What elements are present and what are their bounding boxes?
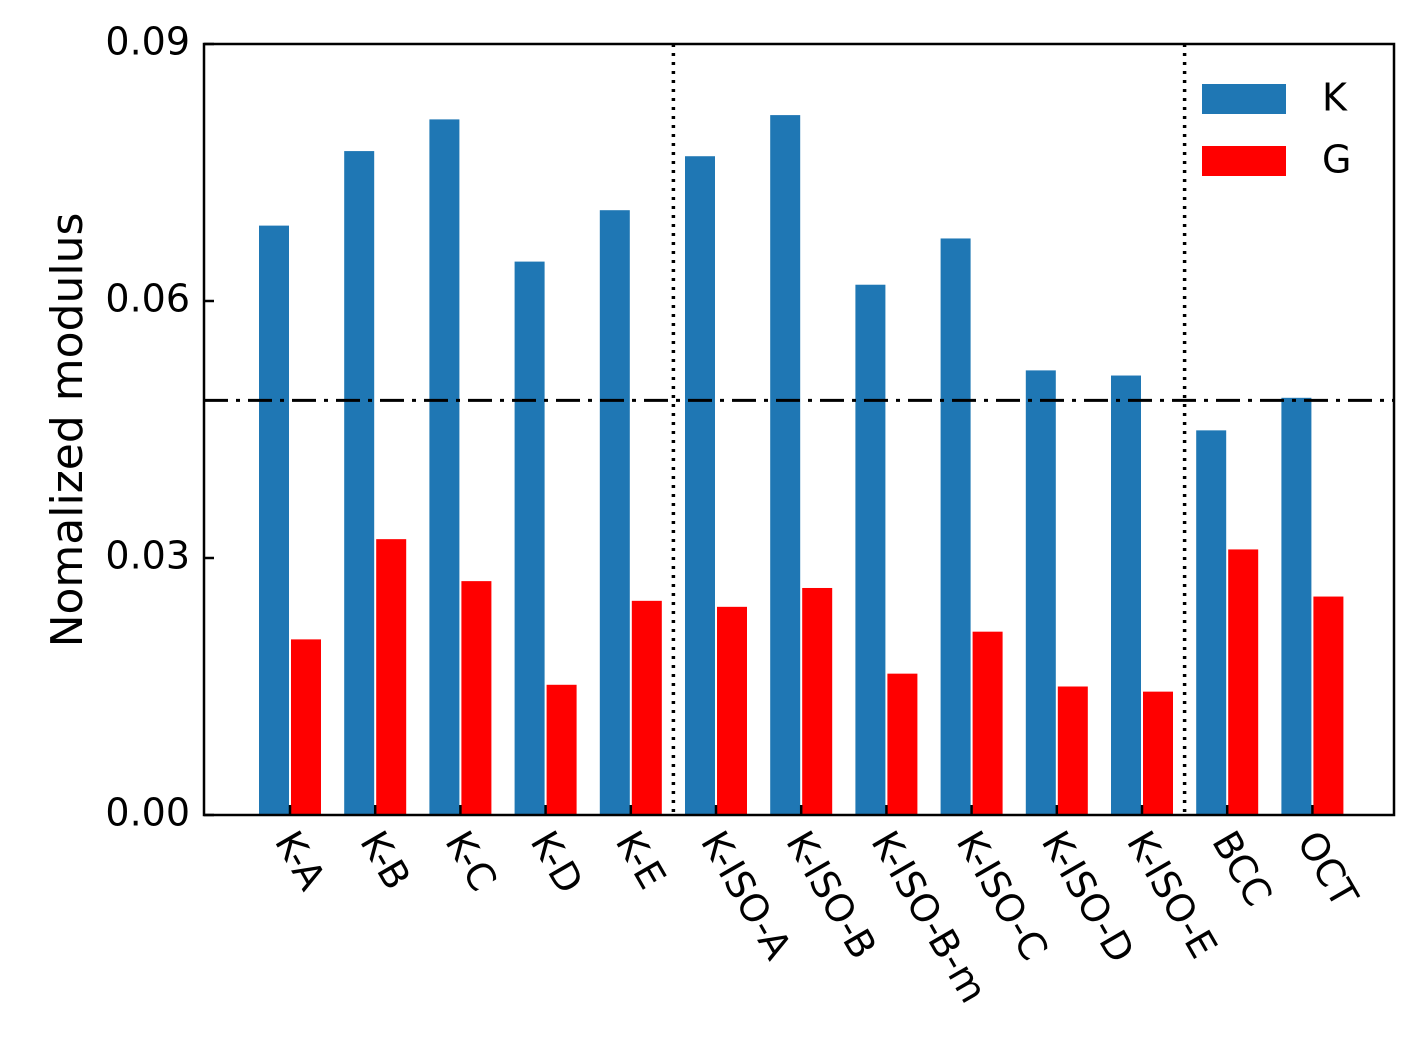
bar-G-K-C bbox=[461, 581, 492, 815]
bar-K-K-D bbox=[514, 261, 545, 815]
bar-K-K-B bbox=[344, 151, 375, 816]
y-tick-label: 0.00 bbox=[105, 791, 190, 835]
bar-K-K-ISO-A bbox=[685, 156, 715, 815]
x-axis: K-A K-B K-C K-D K-E K-ISO-AK-ISO-BK-ISO-B-mK-… bbox=[266, 805, 1367, 1010]
legend-swatch-K bbox=[1202, 84, 1286, 114]
bar-K-K-ISO-B bbox=[770, 115, 801, 815]
bar-K-BCC bbox=[1196, 430, 1227, 815]
x-tick-label: K-C bbox=[437, 824, 506, 899]
bar-G-K-ISO-B-m bbox=[887, 673, 918, 815]
legend-label-K: K bbox=[1322, 76, 1348, 120]
bar-G-BCC bbox=[1228, 549, 1259, 815]
x-tick-label: K-B bbox=[351, 824, 419, 897]
bar-G-OCT bbox=[1313, 596, 1344, 815]
x-tick-label: BCC bbox=[1203, 824, 1280, 914]
plot-area bbox=[204, 44, 1394, 816]
bar-G-K-A bbox=[291, 639, 321, 815]
bar-K-OCT bbox=[1281, 397, 1312, 815]
x-tick-label: K-D bbox=[522, 824, 592, 901]
y-tick-label: 0.09 bbox=[105, 20, 190, 64]
bar-K-K-E bbox=[599, 210, 630, 815]
legend-label-G: G bbox=[1322, 138, 1351, 182]
bar-K-K-ISO-B-m bbox=[855, 284, 886, 815]
bar-K-K-ISO-D bbox=[1025, 370, 1056, 815]
bar-G-K-ISO-B bbox=[802, 587, 833, 815]
bar-G-K-D bbox=[546, 684, 577, 815]
y-tick-label: 0.06 bbox=[105, 277, 190, 321]
bar-G-K-ISO-E bbox=[1143, 691, 1173, 815]
legend: KG bbox=[1202, 76, 1351, 182]
x-tick-label: OCT bbox=[1289, 824, 1367, 916]
y-tick-label: 0.03 bbox=[105, 534, 190, 578]
bar-G-K-E bbox=[631, 600, 662, 815]
x-tick-label: K-A bbox=[266, 824, 334, 898]
bar-G-K-B bbox=[376, 539, 407, 815]
bar-K-K-ISO-C bbox=[940, 238, 971, 816]
y-axis-label: Nomalized modulus bbox=[42, 213, 93, 648]
legend-swatch-G bbox=[1202, 146, 1286, 176]
bar-K-K-ISO-E bbox=[1111, 375, 1141, 815]
y-axis: 0.00 0.03 0.06 0.09 bbox=[105, 20, 214, 835]
bar-G-K-ISO-A bbox=[717, 606, 747, 815]
bar-K-K-A bbox=[259, 225, 289, 815]
bar-G-K-ISO-D bbox=[1057, 686, 1088, 815]
bar-K-K-C bbox=[429, 119, 460, 816]
bar-G-K-ISO-C bbox=[972, 631, 1003, 815]
plot-frame bbox=[202, 42, 1396, 817]
x-tick-label: K-E bbox=[607, 824, 674, 897]
